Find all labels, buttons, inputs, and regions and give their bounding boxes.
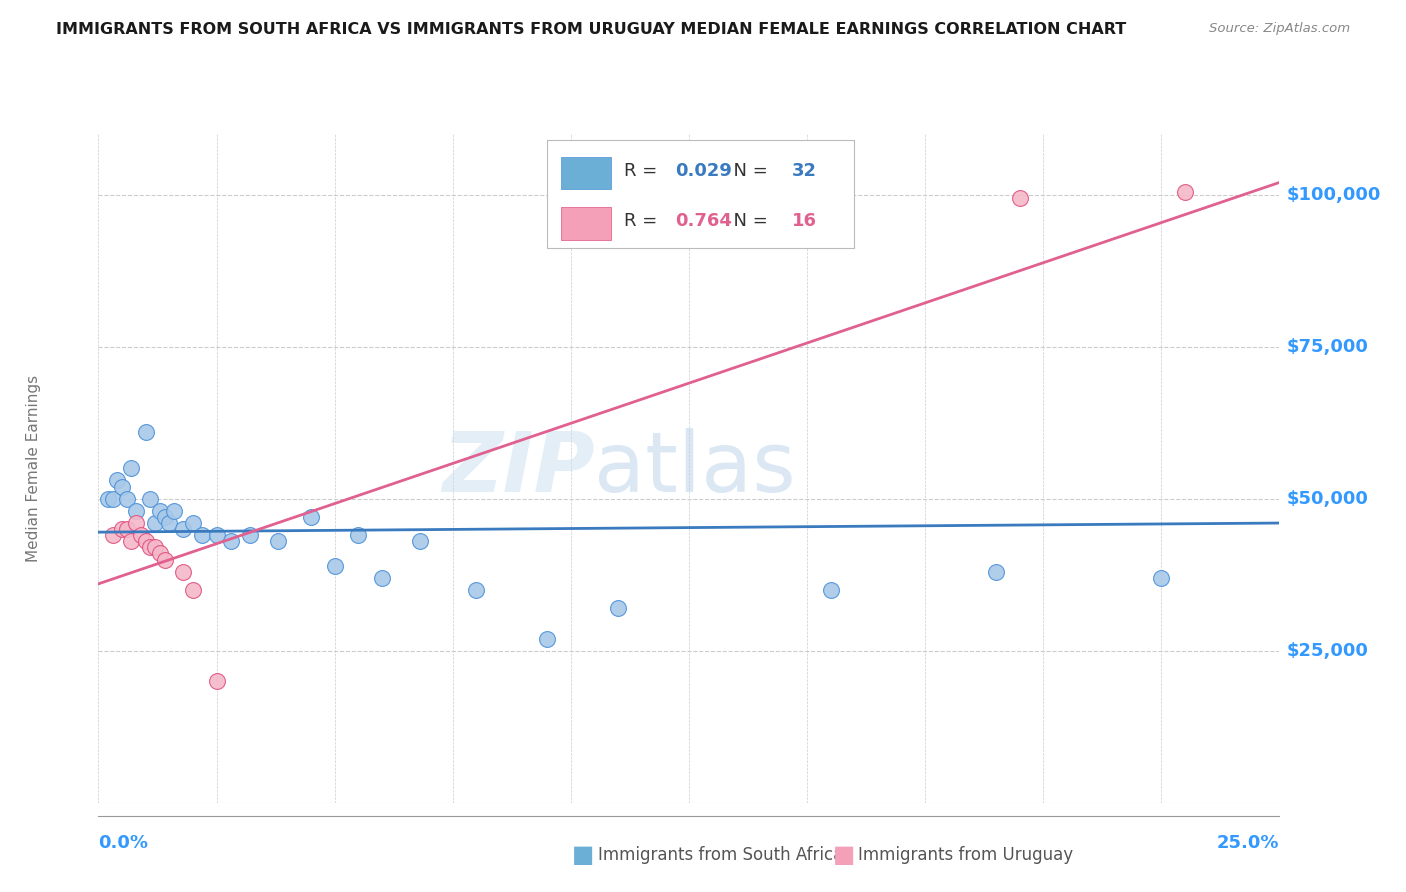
Point xyxy=(172,565,194,579)
Text: N =: N = xyxy=(723,211,773,230)
Point xyxy=(143,516,166,530)
Point xyxy=(105,474,128,488)
Text: 0.0%: 0.0% xyxy=(98,834,149,852)
Text: 25.0%: 25.0% xyxy=(1218,834,1279,852)
Text: Source: ZipAtlas.com: Source: ZipAtlas.com xyxy=(1209,22,1350,36)
Point xyxy=(984,565,1007,579)
Point xyxy=(115,491,138,506)
Text: 32: 32 xyxy=(792,162,817,180)
Point xyxy=(1008,191,1031,205)
Point xyxy=(125,504,148,518)
Text: atlas: atlas xyxy=(595,428,796,508)
Point xyxy=(408,534,430,549)
Text: 0.029: 0.029 xyxy=(675,162,731,180)
Point xyxy=(299,510,322,524)
Point xyxy=(111,479,134,493)
Point xyxy=(115,522,138,536)
Point xyxy=(97,491,120,506)
Point xyxy=(139,491,162,506)
Text: ■: ■ xyxy=(832,843,855,866)
Text: Median Female Earnings: Median Female Earnings xyxy=(25,375,41,562)
FancyBboxPatch shape xyxy=(547,141,855,248)
Point xyxy=(465,582,488,597)
Point xyxy=(205,674,228,689)
Point xyxy=(101,528,124,542)
Text: ■: ■ xyxy=(572,843,595,866)
Text: $25,000: $25,000 xyxy=(1286,641,1368,660)
Point xyxy=(267,534,290,549)
Text: R =: R = xyxy=(624,162,664,180)
Point xyxy=(125,516,148,530)
Point xyxy=(191,528,214,542)
Text: Immigrants from South Africa: Immigrants from South Africa xyxy=(598,846,842,863)
Point xyxy=(143,541,166,555)
Text: $75,000: $75,000 xyxy=(1286,338,1368,356)
Point xyxy=(181,582,204,597)
Point xyxy=(219,534,242,549)
Point xyxy=(135,425,157,439)
Point xyxy=(1174,185,1197,199)
Point xyxy=(205,528,228,542)
Point xyxy=(181,516,204,530)
Point xyxy=(239,528,262,542)
Point xyxy=(323,558,346,573)
Point xyxy=(172,522,194,536)
Bar xyxy=(561,157,612,189)
Bar xyxy=(561,208,612,240)
Text: 16: 16 xyxy=(792,211,817,230)
Text: $100,000: $100,000 xyxy=(1286,186,1381,203)
Point xyxy=(101,491,124,506)
Text: ZIP: ZIP xyxy=(441,428,595,508)
Point xyxy=(1150,571,1173,585)
Point xyxy=(607,601,630,615)
Point xyxy=(163,504,186,518)
Point xyxy=(139,541,162,555)
Point xyxy=(157,516,180,530)
Text: IMMIGRANTS FROM SOUTH AFRICA VS IMMIGRANTS FROM URUGUAY MEDIAN FEMALE EARNINGS C: IMMIGRANTS FROM SOUTH AFRICA VS IMMIGRAN… xyxy=(56,22,1126,37)
Point xyxy=(129,528,152,542)
Point xyxy=(371,571,394,585)
Text: N =: N = xyxy=(723,162,773,180)
Text: 0.764: 0.764 xyxy=(675,211,731,230)
Point xyxy=(153,552,176,566)
Point xyxy=(536,632,558,646)
Point xyxy=(820,582,842,597)
Point xyxy=(347,528,370,542)
Point xyxy=(121,461,143,475)
Point xyxy=(149,504,172,518)
Text: $50,000: $50,000 xyxy=(1286,490,1368,508)
Point xyxy=(149,546,172,560)
Point xyxy=(111,522,134,536)
Text: R =: R = xyxy=(624,211,664,230)
Point xyxy=(153,510,176,524)
Text: Immigrants from Uruguay: Immigrants from Uruguay xyxy=(858,846,1073,863)
Point xyxy=(135,534,157,549)
Point xyxy=(121,534,143,549)
